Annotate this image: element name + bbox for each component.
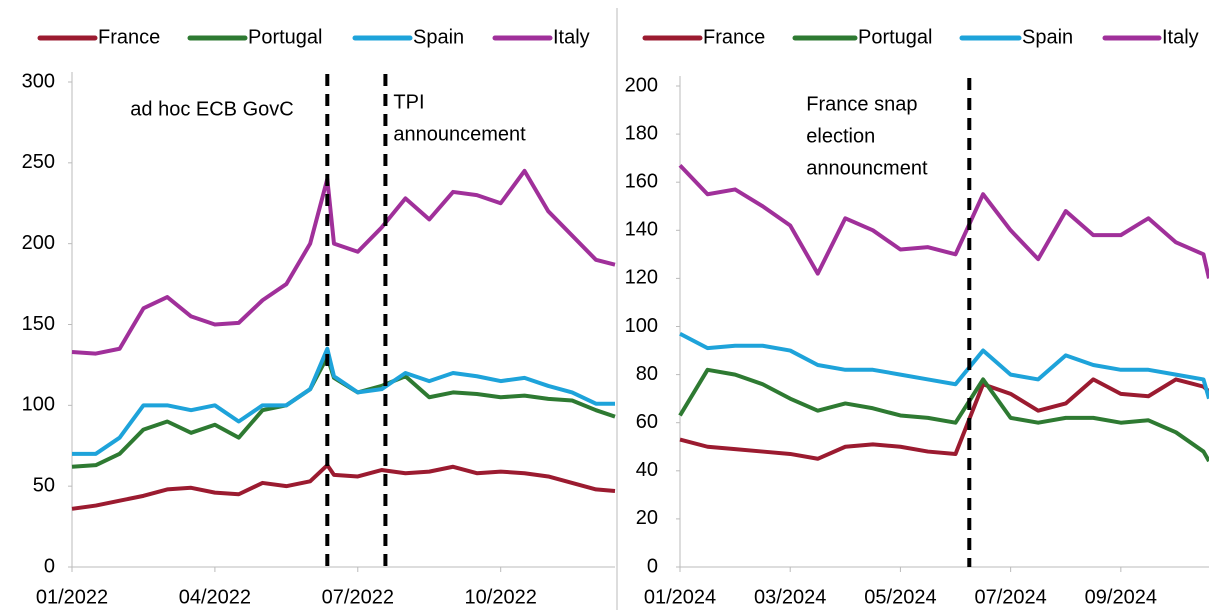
y-tick-label: 300 xyxy=(22,70,55,92)
x-tick-label: 04/2022 xyxy=(179,586,251,608)
line-series xyxy=(71,463,616,511)
y-tick-label: 80 xyxy=(636,363,658,385)
y-tick-label: 0 xyxy=(44,555,55,577)
legend-label: Italy xyxy=(553,26,590,48)
line-series xyxy=(678,367,1209,463)
legend-label: Portugal xyxy=(858,26,933,48)
x-tick-label: 10/2022 xyxy=(465,586,537,608)
y-tick-label: 150 xyxy=(22,313,55,335)
x-tick-label: 05/2024 xyxy=(864,586,936,608)
annotation: ad hoc ECB GovC xyxy=(130,98,293,120)
legend-label: France xyxy=(703,26,765,48)
y-tick-label: 140 xyxy=(625,219,658,241)
y-tick-label: 250 xyxy=(22,151,55,173)
y-tick-label: 40 xyxy=(636,459,658,481)
line-series xyxy=(71,354,616,469)
x-tick-label: 03/2024 xyxy=(754,586,826,608)
line-series xyxy=(72,346,615,456)
annotation: election xyxy=(806,125,875,147)
line-series xyxy=(71,168,616,356)
x-tick-label: 09/2024 xyxy=(1085,586,1157,608)
x-tick-label: 07/2022 xyxy=(322,586,394,608)
y-tick-label: 0 xyxy=(647,555,658,577)
legend-label: France xyxy=(98,26,160,48)
legend-label: Portugal xyxy=(248,26,323,48)
annotation: announcement xyxy=(393,123,526,145)
annotation: announcment xyxy=(806,157,928,179)
legend-label: Italy xyxy=(1162,26,1199,48)
annotation: France snap xyxy=(806,93,917,115)
line-series xyxy=(678,163,1209,279)
line-series xyxy=(679,331,1209,400)
y-tick-label: 100 xyxy=(22,394,55,416)
x-tick-label: 01/2024 xyxy=(644,586,716,608)
y-tick-label: 100 xyxy=(625,315,658,337)
x-tick-label: 07/2024 xyxy=(974,586,1046,608)
legend-label: Spain xyxy=(413,26,464,48)
line-series xyxy=(679,377,1209,461)
y-tick-label: 160 xyxy=(625,170,658,192)
y-tick-label: 120 xyxy=(625,267,658,289)
y-tick-label: 50 xyxy=(33,474,55,496)
y-tick-label: 200 xyxy=(22,232,55,254)
y-tick-label: 60 xyxy=(636,411,658,433)
legend-label: Spain xyxy=(1022,26,1073,48)
x-tick-label: 01/2022 xyxy=(36,586,108,608)
y-tick-label: 180 xyxy=(625,122,658,144)
annotation: TPI xyxy=(393,91,424,113)
y-tick-label: 200 xyxy=(625,74,658,96)
y-tick-label: 20 xyxy=(636,507,658,529)
